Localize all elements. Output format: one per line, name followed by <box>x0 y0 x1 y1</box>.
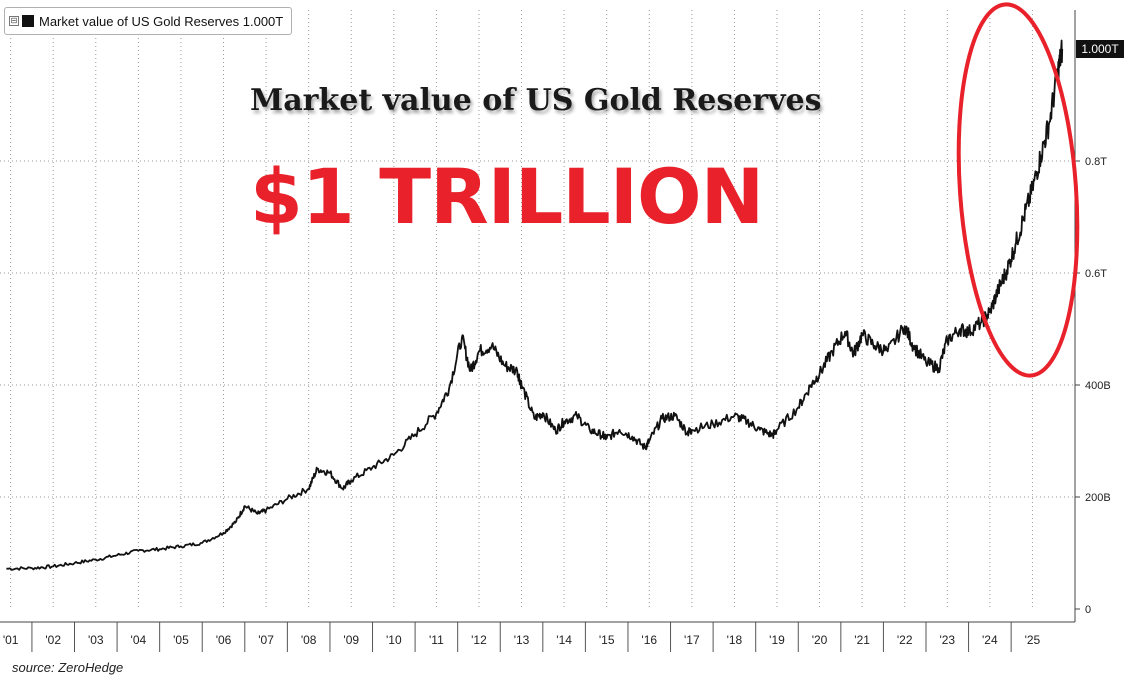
series-layer <box>6 39 1064 571</box>
overlay-layer: 1.000T <box>956 2 1124 378</box>
legend[interactable]: ⊟ Market value of US Gold Reserves 1.000… <box>4 7 293 35</box>
y-tick-label: 0 <box>1085 604 1091 616</box>
x-tick-label: '11 <box>429 633 444 647</box>
x-tick-label: '22 <box>897 633 913 647</box>
legend-toggle-icon[interactable]: ⊟ <box>9 16 19 26</box>
x-tick-label: '06 <box>216 633 232 647</box>
x-tick-label: '21 <box>854 633 870 647</box>
x-tick-label: '17 <box>684 633 700 647</box>
y-tick-label: 400B <box>1085 380 1111 392</box>
x-tick-label: '23 <box>939 633 955 647</box>
annotation-headline: Market value of US Gold Reserves <box>250 83 822 118</box>
x-tick-label: '12 <box>471 633 487 647</box>
x-tick-label: '18 <box>727 633 743 647</box>
x-tick-label: '01 <box>3 633 19 647</box>
x-tick-label: '07 <box>258 633 274 647</box>
source-note: source: ZeroHedge <box>12 660 124 675</box>
x-tick-label: '19 <box>769 633 785 647</box>
highlight-ellipse <box>956 2 1080 378</box>
x-tick-label: '15 <box>599 633 615 647</box>
last-value-box <box>1076 40 1124 58</box>
x-tick-label: '08 <box>301 633 317 647</box>
legend-label: Market value of US Gold Reserves 1.000T <box>39 13 284 29</box>
annotation-big-text: $1 TRILLION <box>250 152 764 241</box>
x-tick-label: '16 <box>641 633 657 647</box>
x-tick-label: '05 <box>173 633 189 647</box>
x-tick-label: '09 <box>343 633 359 647</box>
last-value-label: 1.000T <box>1081 42 1119 56</box>
x-tick-label: '14 <box>556 633 572 647</box>
legend-swatch <box>22 15 34 27</box>
x-tick-label: '24 <box>982 633 998 647</box>
x-tick-label: '13 <box>514 633 530 647</box>
x-tick-label: '04 <box>131 633 147 647</box>
y-tick-label: 200B <box>1085 492 1111 504</box>
x-tick-label: '25 <box>1025 633 1041 647</box>
y-tick-label: 0.6T <box>1085 268 1107 280</box>
x-tick-label: '02 <box>45 633 61 647</box>
x-tick-label: '03 <box>88 633 104 647</box>
x-tick-label: '10 <box>386 633 402 647</box>
x-tick-label: '20 <box>812 633 828 647</box>
axis-layer: 0 200B 400B 0.6T 0.8T '01 '02 '03 '04 '05 '06 '07 '0… <box>0 10 1111 652</box>
y-tick-label: 0.8T <box>1085 156 1107 168</box>
series-line <box>6 39 1064 571</box>
